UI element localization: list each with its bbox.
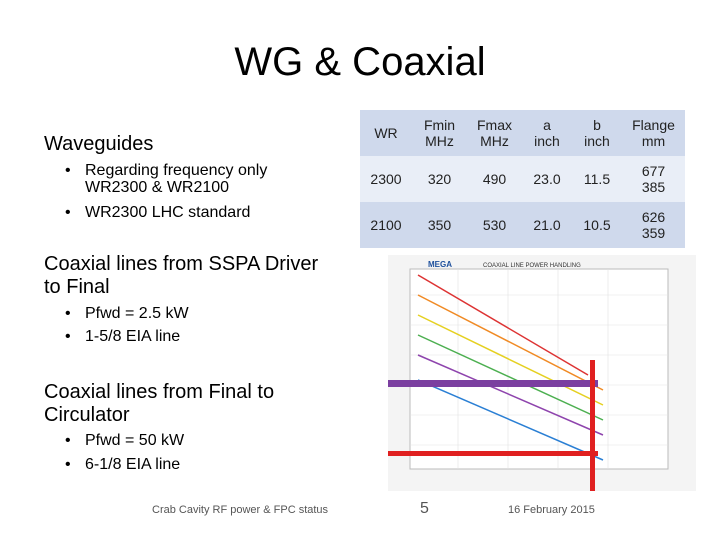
- cell-line: 530: [482, 217, 507, 233]
- table-cell: 2100: [360, 202, 412, 248]
- slide-title: WG & Coaxial: [234, 40, 486, 84]
- cell-line: 2300: [370, 171, 402, 187]
- table-cell: Flange mm: [622, 110, 685, 156]
- heading-line: to Final: [44, 276, 110, 298]
- figure-brand: MEGA: [428, 260, 452, 269]
- bullet-line: Pfwd = 50 kW: [85, 432, 185, 449]
- cell-line: 359: [641, 225, 666, 241]
- table-cell: a inch: [522, 110, 572, 156]
- cell-line: MHz: [480, 133, 509, 149]
- footer-left: Crab Cavity RF power & FPC status: [152, 504, 329, 516]
- cell-line: 385: [641, 179, 666, 195]
- cell-line: 10.5: [583, 217, 611, 233]
- table-cell: 23.0: [522, 156, 572, 202]
- heading-line: Coaxial lines from SSPA Driver: [44, 253, 319, 275]
- bullet: 6-1/8 EIA line: [85, 456, 180, 473]
- section-heading: Coaxial lines from SSPA Driver to Final: [44, 253, 318, 299]
- bullet-line: Pfwd = 2.5 kW: [85, 305, 189, 322]
- cell-line: WR: [374, 125, 398, 141]
- table-row: 2300 320 490 23.0 11.5 677 385: [360, 156, 685, 202]
- bullet-line: WR2300 & WR2100: [85, 179, 230, 196]
- footer-date: 16 February 2015: [508, 504, 595, 516]
- bullet-line: 6-1/8 EIA line: [85, 456, 181, 473]
- cell-line: Fmax: [477, 117, 512, 133]
- cell-line: 2100: [370, 217, 402, 233]
- figure: MEGA COAXIAL LINE POWER HANDLING: [388, 255, 696, 491]
- bullet-dot: •: [65, 456, 71, 473]
- heading-line: Circulator: [44, 404, 130, 426]
- purple-marker: [388, 380, 598, 387]
- bullet-line: Regarding frequency only: [85, 162, 268, 179]
- table-cell: 626 359: [622, 202, 685, 248]
- red-marker: [388, 451, 598, 456]
- cell-line: 677: [641, 163, 666, 179]
- table-cell: Fmax MHz: [467, 110, 522, 156]
- cell-line: inch: [534, 133, 560, 149]
- cell-line: 11.5: [583, 171, 611, 187]
- table-cell: Fmin MHz: [412, 110, 467, 156]
- cell-line: 23.0: [533, 171, 561, 187]
- table-row: WR Fmin MHz Fmax MHz a inch b inch Flange mm: [360, 110, 685, 156]
- table-row: 2100 350 530 21.0 10.5 626 359: [360, 202, 685, 248]
- bullet: WR2300 LHC standard: [85, 204, 250, 221]
- table-cell: 11.5: [572, 156, 622, 202]
- cell-line: inch: [584, 133, 610, 149]
- cell-line: 490: [482, 171, 507, 187]
- plot-curves: [417, 274, 604, 461]
- table-cell: 10.5: [572, 202, 622, 248]
- cell-line: Fmin: [423, 117, 456, 133]
- table-cell: 21.0: [522, 202, 572, 248]
- bullet: Pfwd = 2.5 kW: [85, 305, 189, 322]
- red-vertical: [590, 360, 595, 491]
- cell-line: a: [543, 117, 551, 133]
- bullet-dot: •: [65, 162, 71, 179]
- table-cell: 490: [467, 156, 522, 202]
- bullet-dot: •: [65, 204, 71, 221]
- page-number: 5: [420, 500, 429, 517]
- bullet: 1-5/8 EIA line: [85, 328, 180, 345]
- table-cell: 677 385: [622, 156, 685, 202]
- table: WR Fmin MHz Fmax MHz a inch b inch Flange mm 2300 32…: [360, 110, 685, 248]
- figure-title: COAXIAL LINE POWER HANDLING: [483, 263, 581, 269]
- table-cell: 2300: [360, 156, 412, 202]
- bullet-line: WR2300 LHC standard: [85, 204, 251, 221]
- table-cell: 530: [467, 202, 522, 248]
- cell-line: 626: [641, 209, 666, 225]
- heading-line: Coaxial lines from Final to: [44, 381, 275, 403]
- table-cell: 320: [412, 156, 467, 202]
- cell-line: 320: [427, 171, 452, 187]
- section-heading: Waveguides: [44, 133, 153, 156]
- heading-line: Waveguides: [44, 133, 154, 155]
- bullet: Regarding frequency only WR2300 & WR2100: [85, 162, 267, 196]
- cell-line: mm: [641, 133, 666, 149]
- cell-line: b: [593, 117, 601, 133]
- bullet-dot: •: [65, 328, 71, 345]
- table-cell: b inch: [572, 110, 622, 156]
- cell-line: 21.0: [533, 217, 561, 233]
- bullet-dot: •: [65, 305, 71, 322]
- cell-line: Flange: [632, 117, 675, 133]
- bullet: Pfwd = 50 kW: [85, 432, 184, 449]
- cell-line: MHz: [425, 133, 454, 149]
- table-cell: 350: [412, 202, 467, 248]
- section-heading: Coaxial lines from Final to Circulator: [44, 381, 274, 427]
- table-cell: WR: [360, 110, 412, 156]
- bullet-line: 1-5/8 EIA line: [85, 328, 181, 345]
- cell-line: 350: [427, 217, 452, 233]
- plot-area: [409, 268, 669, 470]
- bullet-dot: •: [65, 432, 71, 449]
